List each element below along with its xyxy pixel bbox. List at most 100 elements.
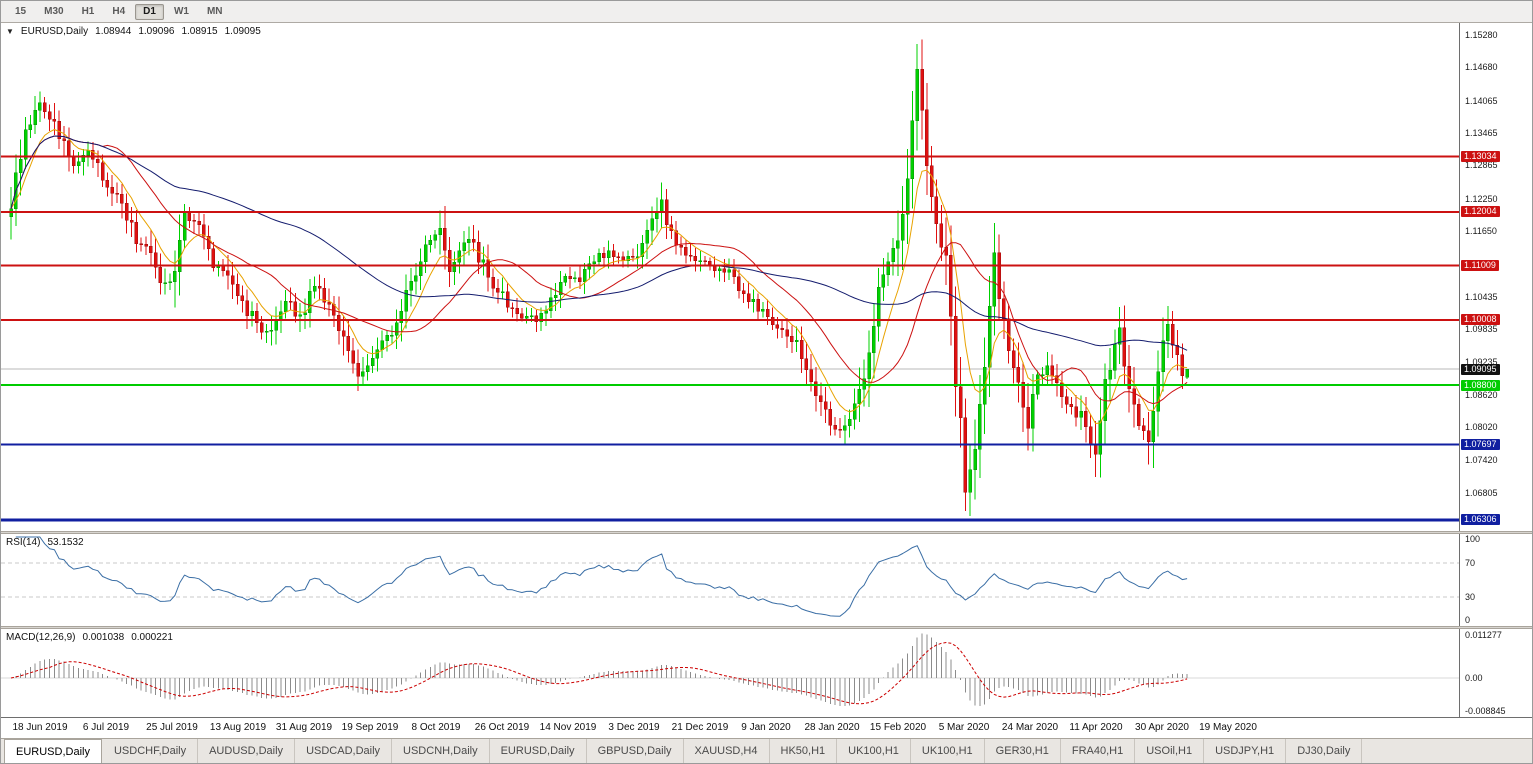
ohlc-high-value: 1.09096 — [138, 26, 175, 37]
price-tick: 1.09835 — [1465, 324, 1498, 334]
chart-tab[interactable]: USOil,H1 — [1135, 739, 1205, 763]
timeframe-button-h4[interactable]: H4 — [112, 5, 126, 17]
panel-splitter[interactable] — [1, 626, 1532, 629]
macd-signal-value: 0.000221 — [131, 632, 173, 643]
chart-tab[interactable]: GBPUSD,Daily — [587, 739, 684, 763]
timeframe-button-d1[interactable]: D1 — [135, 3, 164, 20]
chart-tab[interactable]: EURUSD,Daily — [4, 739, 102, 763]
price-tick: 1.07420 — [1465, 455, 1498, 465]
rsi-panel[interactable]: 100 70 30 0 RSI(14) 53.1532 — [1, 534, 1532, 626]
price-line-label: 1.13034 — [1461, 151, 1500, 162]
price-line-label: 1.06306 — [1461, 514, 1500, 525]
chart-tab[interactable]: UK100,H1 — [911, 739, 985, 763]
chart-tab[interactable]: XAUUSD,H4 — [684, 739, 770, 763]
macd-header: MACD(12,26,9) 0.001038 0.000221 — [6, 632, 173, 643]
macd-tick: -0.008845 — [1465, 706, 1506, 716]
current-price-badge: 1.09095 — [1461, 364, 1500, 375]
rsi-tick: 30 — [1465, 592, 1476, 602]
date-axis[interactable]: 18 Jun 2019 6 Jul 2019 25 Jul 2019 13 Aug 2… — [1, 717, 1532, 738]
price-tick: 1.12865 — [1465, 160, 1498, 170]
price-tick: 1.09235 — [1465, 357, 1498, 367]
date-label: 9 Jan 2020 — [741, 722, 791, 733]
ohlc-open-value: 1.08944 — [95, 26, 132, 37]
rsi-plot[interactable] — [1, 534, 1459, 626]
price-tick: 1.12250 — [1465, 194, 1498, 204]
chart-tab[interactable]: USDJPY,H1 — [1204, 739, 1287, 763]
timeframe-button-w1[interactable]: W1 — [173, 5, 189, 17]
panel-splitter[interactable] — [1, 531, 1532, 534]
rsi-tick: 0 — [1465, 615, 1471, 625]
date-label: 11 Apr 2020 — [1069, 722, 1123, 733]
date-label: 19 Sep 2019 — [341, 722, 399, 733]
price-line-label: 1.12004 — [1461, 206, 1500, 217]
price-tick: 1.10435 — [1465, 292, 1498, 302]
date-label: 31 Aug 2019 — [275, 722, 333, 733]
chart-tab[interactable]: GER30,H1 — [985, 739, 1061, 763]
date-label: 15 Feb 2020 — [869, 722, 927, 733]
price-line-label: 1.11009 — [1461, 260, 1499, 271]
price-line-label: 1.10008 — [1461, 314, 1500, 325]
chart-tab[interactable]: EURUSD,Daily — [490, 739, 587, 763]
chart-tab[interactable]: AUDUSD,Daily — [198, 739, 296, 763]
macd-indicator-name: MACD(12,26,9) — [6, 632, 76, 643]
main-chart-panel[interactable]: 1.15280 1.14680 1.14065 1.13465 1.12865 1.122… — [1, 23, 1532, 531]
ohlc-low-value: 1.08915 — [181, 26, 218, 37]
date-label: 21 Dec 2019 — [671, 722, 729, 733]
chart-tab[interactable]: USDCAD,Daily — [295, 739, 393, 763]
macd-tick: 0.011277 — [1465, 630, 1502, 640]
timeframe-button-h1[interactable]: H1 — [81, 5, 95, 17]
date-label: 5 Mar 2020 — [938, 722, 990, 733]
chart-tab-bar: EURUSD,Daily USDCHF,Daily AUDUSD,Daily USDC… — [1, 738, 1532, 763]
chart-tab[interactable]: FRA40,H1 — [1061, 739, 1136, 763]
chart-dropdown-icon: ▼ — [6, 26, 14, 36]
chart-symbol-label: EURUSD,Daily — [20, 26, 89, 37]
price-tick: 1.08620 — [1465, 390, 1498, 400]
date-label: 13 Aug 2019 — [209, 722, 267, 733]
price-tick: 1.14065 — [1465, 96, 1498, 106]
timeframe-button-15[interactable]: 15 — [15, 5, 27, 17]
date-label: 30 Apr 2020 — [1135, 722, 1189, 733]
price-tick: 1.14680 — [1465, 62, 1498, 72]
date-label: 6 Jul 2019 — [82, 722, 130, 733]
date-label: 19 May 2020 — [1199, 722, 1257, 733]
rsi-value: 53.1532 — [47, 537, 84, 548]
macd-tick: 0.00 — [1465, 673, 1483, 683]
price-tick: 1.08020 — [1465, 422, 1498, 432]
price-tick: 1.15280 — [1465, 30, 1498, 40]
main-chart-plot[interactable] — [1, 23, 1459, 531]
timeframe-toolbar: 15 M30 H1 H4 D1 W1 MN — [1, 1, 1532, 23]
date-label: 26 Oct 2019 — [474, 722, 530, 733]
macd-axis[interactable]: 0.011277 0.00 -0.008845 — [1459, 629, 1532, 717]
chart-tab[interactable]: UK100,H1 — [837, 739, 911, 763]
price-tick: 1.13465 — [1465, 128, 1498, 138]
macd-main-value: 0.001038 — [82, 632, 125, 643]
chart-header: ▼ EURUSD,Daily 1.08944 1.09096 1.08915 1… — [6, 26, 261, 37]
main-price-axis[interactable]: 1.15280 1.14680 1.14065 1.13465 1.12865 1.122… — [1459, 23, 1532, 531]
chart-tab[interactable]: DJ30,Daily — [1286, 739, 1363, 763]
chart-tab[interactable]: USDCHF,Daily — [103, 739, 199, 763]
rsi-axis[interactable]: 100 70 30 0 — [1459, 534, 1532, 626]
timeframe-button-m30[interactable]: M30 — [44, 5, 64, 17]
macd-panel[interactable]: 0.011277 0.00 -0.008845 MACD(12,26,9) 0.00… — [1, 629, 1532, 717]
date-label: 8 Oct 2019 — [411, 722, 461, 733]
date-label: 25 Jul 2019 — [146, 722, 198, 733]
rsi-indicator-name: RSI(14) — [6, 537, 41, 548]
price-line-label: 1.08800 — [1461, 380, 1500, 391]
chart-tab[interactable]: USDCNH,Daily — [392, 739, 490, 763]
macd-plot[interactable] — [1, 629, 1459, 717]
timeframe-button-mn[interactable]: MN — [206, 5, 223, 17]
ohlc-close-value: 1.09095 — [224, 26, 261, 37]
price-tick: 1.11650 — [1465, 226, 1497, 236]
date-label: 24 Mar 2020 — [1001, 722, 1059, 733]
rsi-tick: 100 — [1465, 534, 1481, 544]
rsi-tick: 70 — [1465, 558, 1476, 568]
price-line-label: 1.07697 — [1461, 439, 1500, 450]
date-label: 18 Jun 2019 — [12, 722, 68, 733]
date-label: 14 Nov 2019 — [539, 722, 597, 733]
date-label: 3 Dec 2019 — [608, 722, 660, 733]
rsi-header: RSI(14) 53.1532 — [6, 537, 84, 548]
chart-tab[interactable]: HK50,H1 — [770, 739, 838, 763]
date-label: 28 Jan 2020 — [804, 722, 860, 733]
price-tick: 1.06805 — [1465, 488, 1498, 498]
